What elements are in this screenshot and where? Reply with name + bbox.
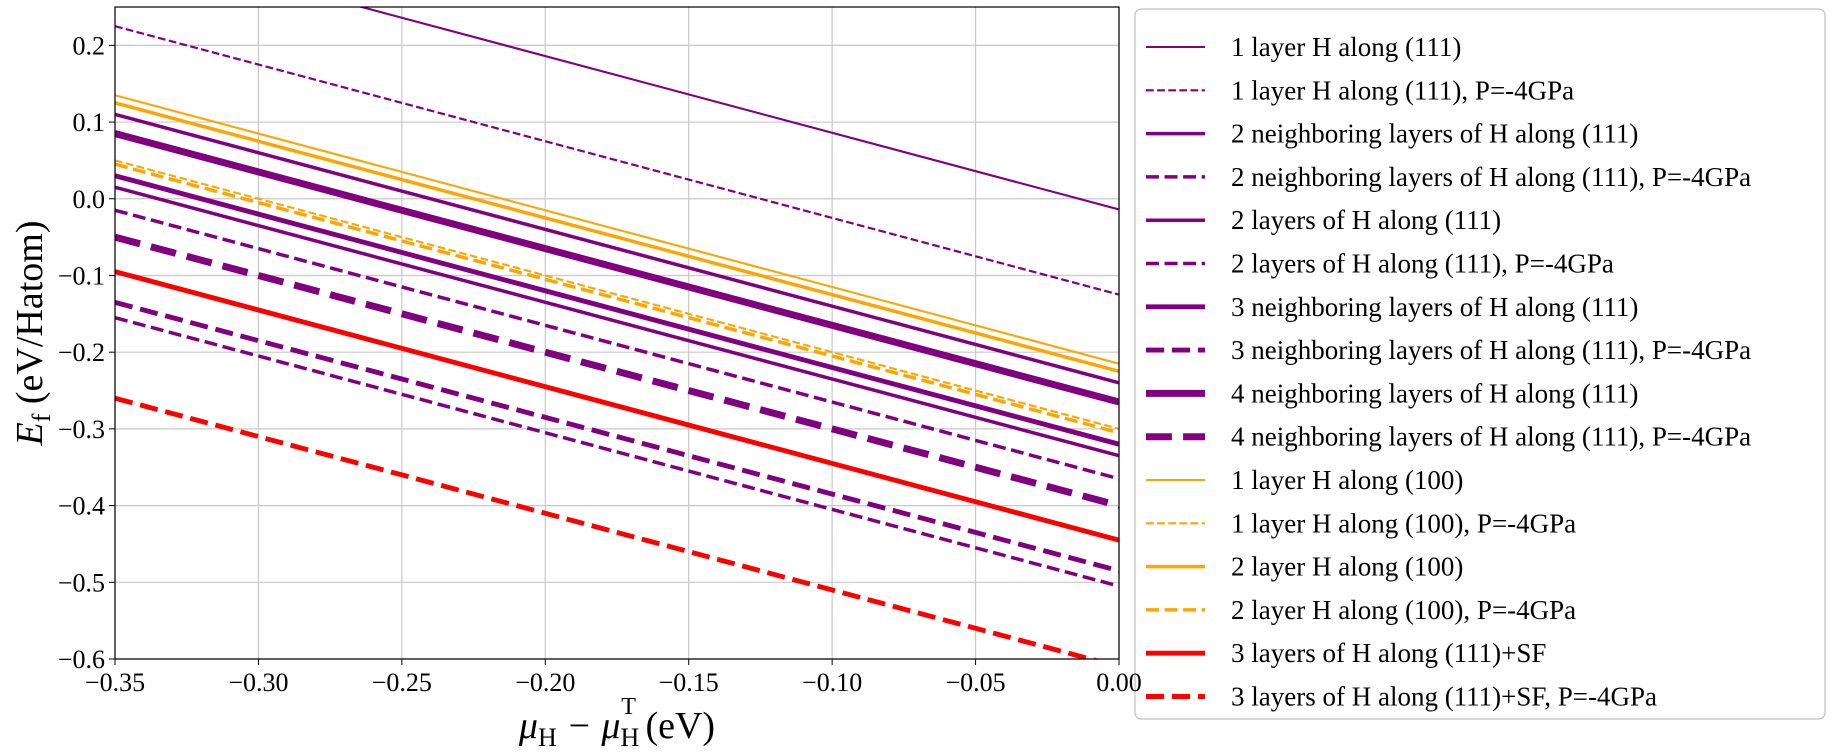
legend-label: 3 neighboring layers of H along (111) — [1231, 292, 1638, 322]
series-line — [115, 299, 1119, 574]
series-line — [115, 173, 1119, 447]
legend-label: 1 layer H along (111) — [1231, 32, 1461, 62]
x-tick-label: −0.15 — [659, 668, 719, 697]
y-tick-label: −0.3 — [58, 415, 105, 444]
y-axis-label-part: (eV/Hatom) — [9, 221, 51, 414]
x-tick-label: −0.30 — [228, 668, 288, 697]
plot-frame — [114, 6, 1120, 660]
legend-label: 1 layer H along (111), P=-4GPa — [1231, 75, 1574, 105]
x-tick-label: −0.25 — [372, 668, 432, 697]
legend-label: 4 neighboring layers of H along (111), P… — [1231, 422, 1751, 452]
x-axis-label-part: H — [538, 723, 557, 752]
series-line — [115, 112, 1119, 385]
series-line — [115, 233, 1119, 509]
y-tick-label: −0.2 — [58, 338, 105, 367]
x-axis-label-part: T — [621, 694, 636, 720]
x-axis-label-part: (eV) — [636, 705, 715, 747]
series-line — [115, 159, 1119, 430]
legend-label: 2 neighboring layers of H along (111), P… — [1231, 162, 1751, 192]
series-line — [115, 94, 1119, 365]
x-tick-label: 0.00 — [1096, 668, 1142, 697]
legend-label: 2 layer H along (100), P=-4GPa — [1231, 595, 1576, 625]
legend-label: 2 layers of H along (111), P=-4GPa — [1231, 249, 1614, 279]
y-axis-label: Ef (eV/Hatom) — [9, 221, 56, 447]
series-line — [115, 25, 1119, 296]
legend-label: 2 layers of H along (111) — [1231, 205, 1501, 235]
series-line — [115, 162, 1119, 435]
x-tick-label: −0.10 — [802, 668, 862, 697]
x-axis-label-part: μ — [518, 705, 538, 747]
series-line — [115, 269, 1119, 543]
x-axis-label-part: H — [621, 723, 640, 752]
y-tick-label: 0.2 — [73, 31, 106, 60]
x-tick-label: −0.35 — [85, 668, 145, 697]
legend-label: 3 layers of H along (111)+SF, P=-4GPa — [1231, 682, 1657, 712]
x-tick-label: −0.05 — [945, 668, 1005, 697]
x-tick-label: −0.20 — [515, 668, 575, 697]
legend-label: 1 layer H along (100) — [1231, 465, 1463, 495]
legend-box — [1134, 8, 1826, 720]
series-line — [115, 130, 1119, 406]
series-line — [115, 185, 1119, 458]
y-tick-label: −0.4 — [58, 492, 105, 521]
x-axis-label-part: − μ — [557, 705, 621, 747]
series-line — [357, 7, 1119, 211]
plot-lines — [115, 7, 1119, 659]
y-tick-label: 0.0 — [73, 185, 106, 214]
legend-label: 2 layer H along (100) — [1231, 552, 1463, 582]
legend-label: 2 neighboring layers of H along (111) — [1231, 119, 1638, 149]
series-line — [115, 101, 1119, 374]
legend-label: 3 layers of H along (111)+SF — [1231, 638, 1546, 668]
y-tick-label: −0.5 — [58, 568, 105, 597]
y-tick-label: −0.6 — [58, 645, 105, 674]
x-axis-label: μH − μHT (eV) — [518, 694, 715, 752]
legend-label: 1 layer H along (100), P=-4GPa — [1231, 508, 1576, 538]
y-axis-label-part: E — [9, 422, 51, 446]
series-line — [115, 315, 1119, 588]
y-tick-label: 0.1 — [73, 108, 106, 137]
series-line — [115, 395, 1100, 659]
y-axis-label-part: f — [27, 413, 56, 422]
legend-label: 3 neighboring layers of H along (111), P… — [1231, 335, 1751, 365]
legend-label: 4 neighboring layers of H along (111) — [1231, 378, 1638, 408]
series-line — [115, 208, 1119, 481]
y-tick-label: −0.1 — [58, 261, 105, 290]
